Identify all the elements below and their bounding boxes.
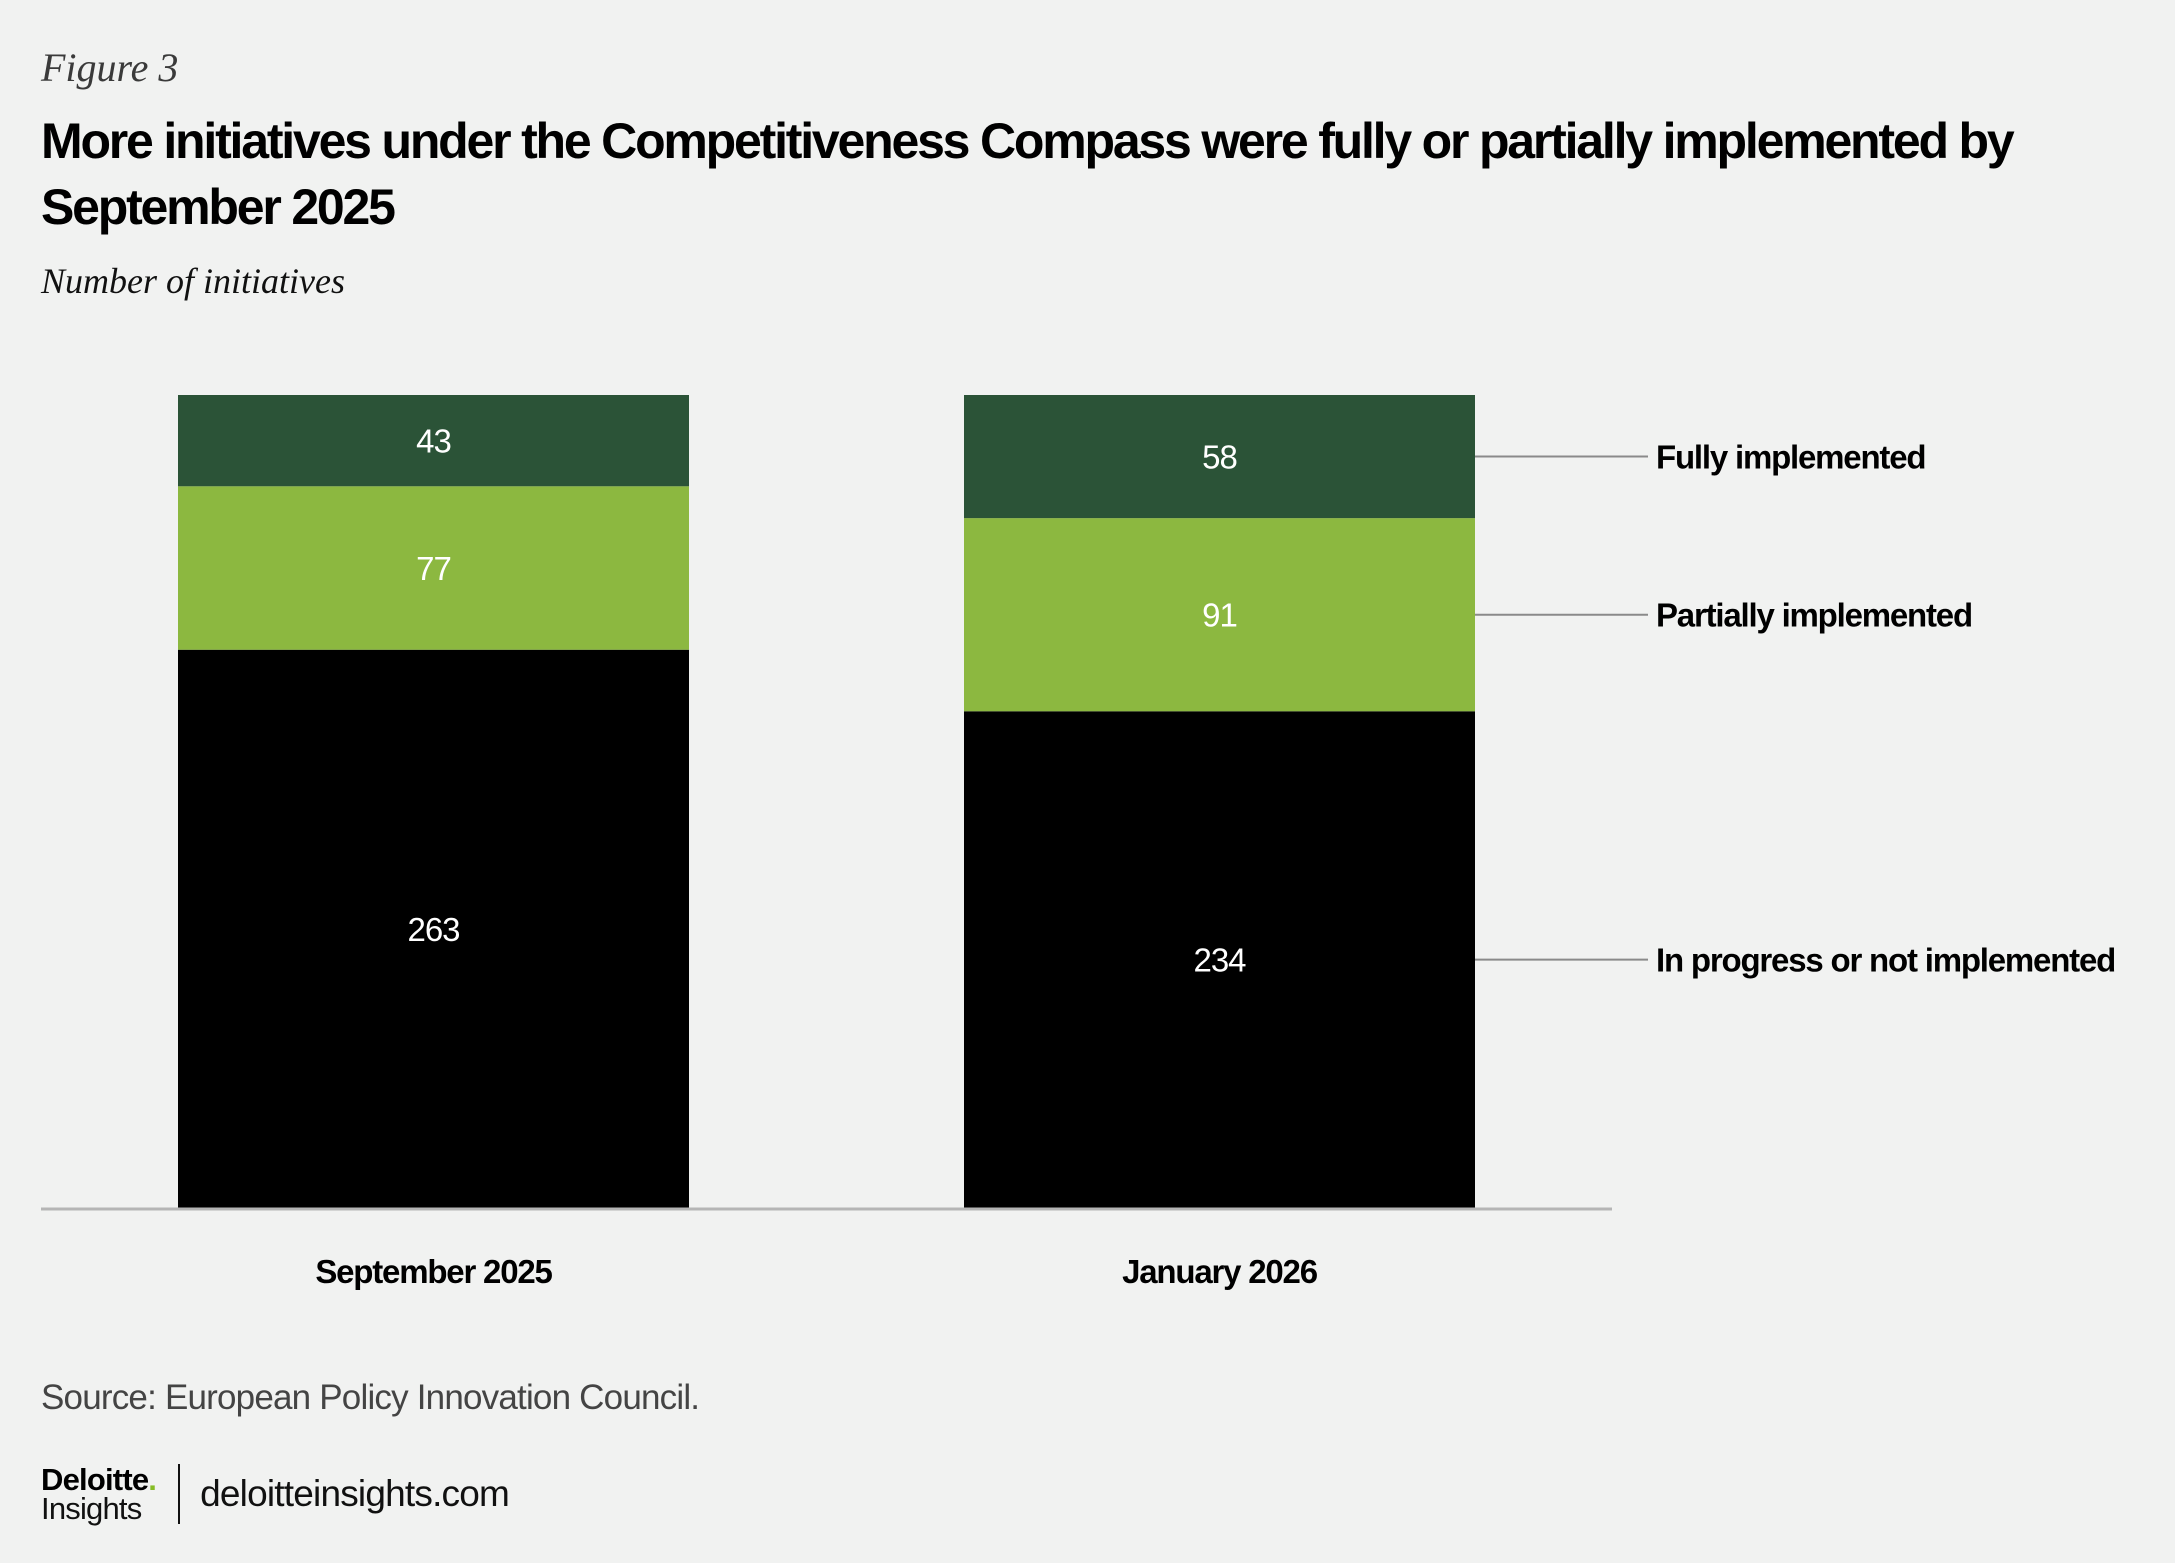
chart-title: More initiatives under the Competitivene…	[41, 113, 2015, 235]
bar-segment-fully-implemented-september-2025	[178, 395, 689, 487]
bars-group: 263 77 43 234 91 58	[178, 395, 1475, 1208]
footer-divider	[178, 1464, 181, 1524]
footer: Deloitte. Insights deloitteinsights.com	[41, 1462, 510, 1526]
bar-segment-partially-implemented-january-2026	[964, 518, 1475, 712]
category-label-september-2025: September 2025	[315, 1253, 552, 1290]
figure-label: Figure 3	[41, 45, 179, 90]
data-label-partially-implemented-september-2025: 77	[416, 550, 451, 587]
logo-subtext: Insights	[41, 1491, 142, 1526]
source-note: Source: European Policy Innovation Counc…	[41, 1378, 700, 1417]
chart-subtitle: Number of initiatives	[41, 261, 345, 301]
logo-green-dot-icon: .	[148, 1462, 157, 1497]
bar-segment-fully-implemented-january-2026	[964, 395, 1475, 519]
legend-label-fully-implemented: Fully implemented	[1656, 439, 1925, 476]
category-labels: September 2025 January 2026	[315, 1253, 1319, 1290]
data-label-partially-implemented-january-2026: 91	[1202, 597, 1237, 634]
category-label-january-2026: January 2026	[1122, 1253, 1318, 1290]
data-label-in-progress-or-not-implemented-january-2026: 234	[1193, 942, 1246, 979]
bar-segment-partially-implemented-september-2025	[178, 486, 689, 650]
legend-label-in-progress-or-not-implemented: In progress or not implemented	[1656, 942, 2115, 979]
data-label-fully-implemented-september-2025: 43	[416, 423, 451, 460]
data-label-in-progress-or-not-implemented-september-2025: 263	[407, 911, 459, 948]
bar-segment-in-progress-or-not-implemented-september-2025	[178, 649, 689, 1208]
logo-wordmark: Deloitte.	[41, 1462, 157, 1497]
legend: In progress or not implemented Partially …	[1475, 439, 2116, 979]
bar-segment-in-progress-or-not-implemented-january-2026	[964, 711, 1475, 1208]
deloitte-insights-logo: Deloitte. Insights	[41, 1462, 157, 1526]
data-label-fully-implemented-january-2026: 58	[1202, 439, 1237, 476]
legend-label-partially-implemented: Partially implemented	[1656, 597, 1972, 634]
site-link[interactable]: deloitteinsights.com	[200, 1473, 510, 1514]
